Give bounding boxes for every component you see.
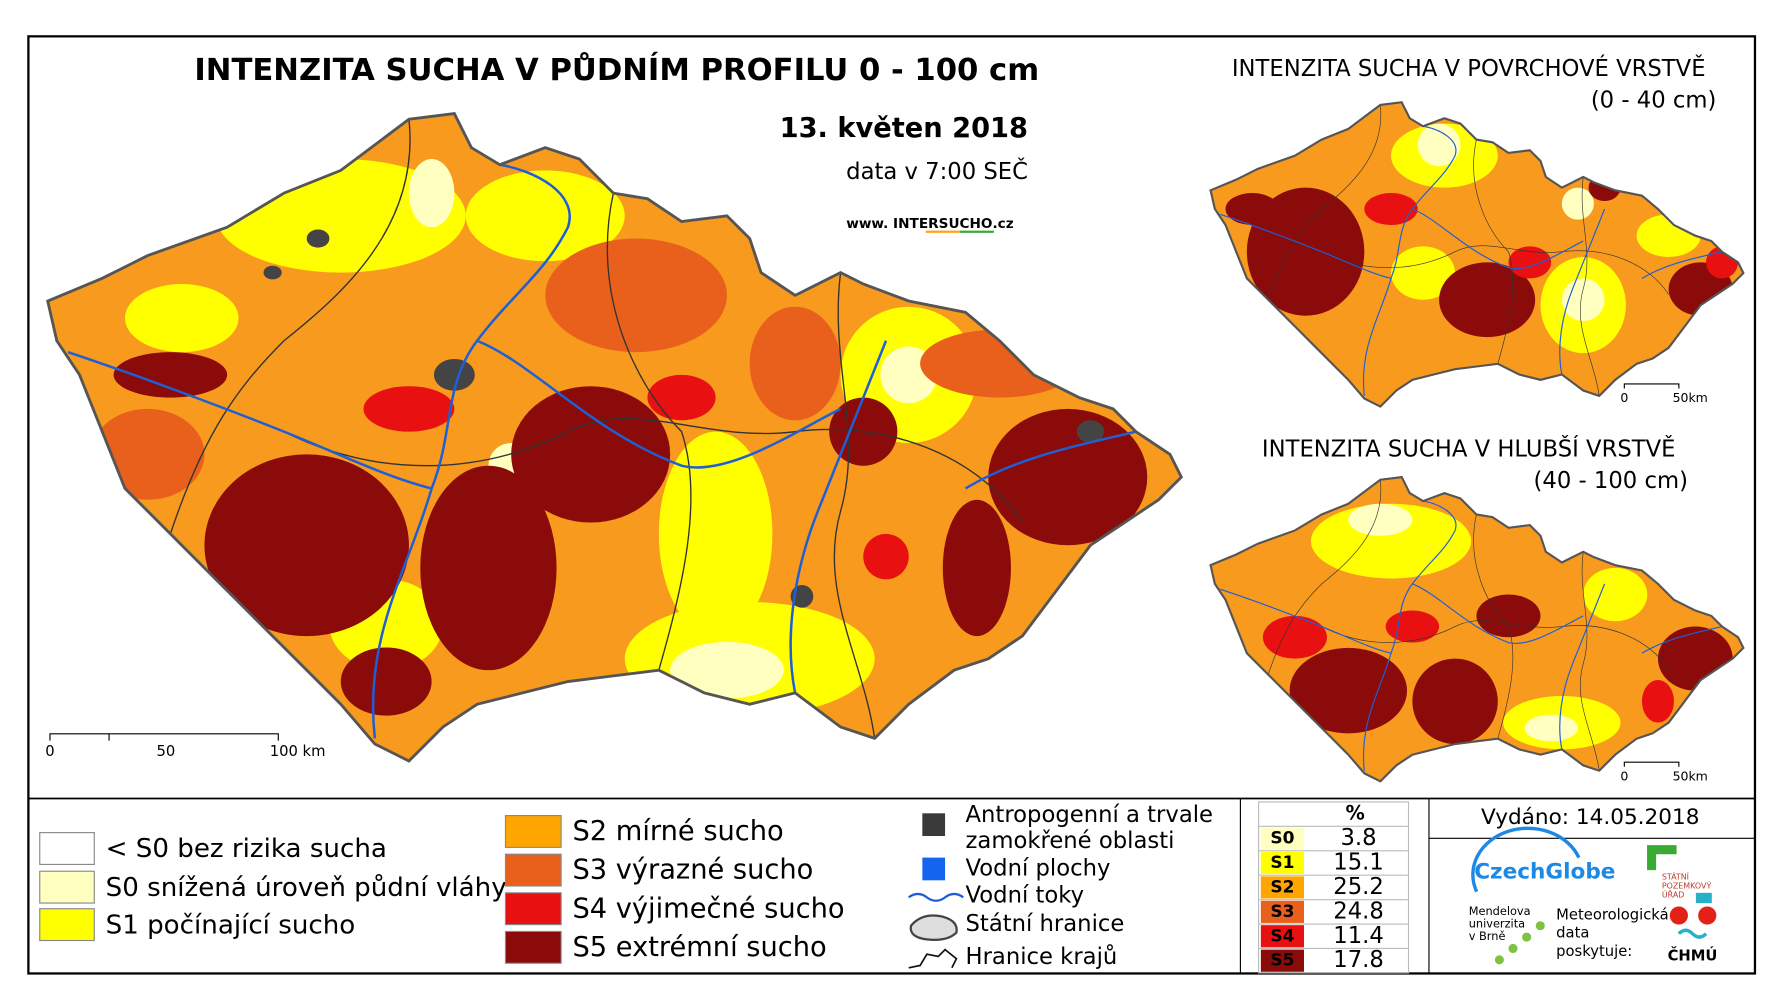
mendel-dots — [1494, 921, 1545, 965]
stats-code-cell — [1260, 876, 1305, 899]
stats-value: 3.8 — [1340, 825, 1376, 851]
water-icon — [922, 857, 946, 881]
url-part: SUCHO — [939, 216, 993, 232]
scale-label: 100 km — [270, 743, 326, 760]
scale-label: 0 — [1620, 390, 1628, 405]
border-icon — [909, 914, 958, 941]
chmi-text: poskytuje: — [1556, 943, 1632, 960]
scale-label: 50km — [1673, 768, 1708, 783]
scale-bar — [1623, 761, 1680, 767]
main-map — [46, 112, 1183, 763]
surface-title: INTENZITA SUCHA V POVRCHOVÉ VRSTVĚ — [1232, 54, 1706, 82]
spu-text: STÁTNÍ — [1662, 870, 1690, 881]
issued: Vydáno: 14.05.2018 — [1481, 805, 1699, 830]
legend-label: S1 počínající sucho — [106, 910, 356, 940]
legend-swatch — [504, 815, 562, 848]
river-icon — [908, 892, 964, 902]
mendel-text: univerzita — [1469, 917, 1525, 931]
main-time: data v 7:00 SEČ — [846, 157, 1028, 185]
deep-subtitle: (40 - 100 cm) — [1534, 468, 1688, 494]
legend-label: S3 výrazné sucho — [572, 855, 813, 886]
legend-swatch — [504, 892, 562, 926]
legend-label: < S0 bez rizika sucha — [106, 834, 387, 864]
stats-code-cell — [1260, 925, 1305, 948]
url: www. INTERSUCHO.cz — [846, 216, 1014, 232]
scale-bar — [1623, 383, 1680, 389]
spu-mark — [1647, 845, 1677, 871]
stats-code-cell — [1260, 851, 1305, 875]
chmu-mark — [1669, 892, 1717, 939]
stats-value: 11.4 — [1333, 923, 1384, 949]
legend-label: S5 extrémní sucho — [572, 932, 826, 963]
legend-label: S4 výjimečné sucho — [572, 893, 844, 924]
url-part: INTER — [893, 216, 939, 232]
legend-swatch — [39, 908, 95, 942]
chmi-text: data — [1556, 925, 1589, 942]
overlay-label: zamokřené oblasti — [966, 828, 1175, 854]
url-part: .cz — [993, 216, 1014, 232]
legend-swatch — [504, 930, 562, 964]
stats-header: % — [1345, 802, 1364, 825]
stats-value: 15.1 — [1333, 849, 1384, 875]
spu-text: POZEMKOVÝ — [1662, 880, 1712, 891]
stats-code: S2 — [1270, 877, 1294, 897]
overlay-label: Státní hranice — [966, 911, 1125, 937]
surface-subtitle: (0 - 40 cm) — [1591, 88, 1717, 114]
overlay-label: Vodní plochy — [966, 855, 1111, 881]
main-date: 13. květen 2018 — [780, 113, 1028, 144]
scale-label: 0 — [1620, 768, 1628, 783]
stats-code: S5 — [1270, 951, 1294, 971]
legend-swatch — [39, 870, 95, 904]
stats-code: S0 — [1270, 829, 1294, 849]
chmu-logo: ČHMÚ — [1668, 946, 1718, 964]
scale-bar — [49, 733, 279, 741]
url-part: www. — [846, 216, 893, 232]
legend-label: S2 mírné sucho — [572, 816, 783, 847]
overlay-label: Vodní toky — [966, 883, 1085, 909]
stats-value: 25.2 — [1333, 874, 1384, 900]
legend-swatch — [39, 832, 95, 865]
main-title: INTENZITA SUCHA V PŮDNÍM PROFILU 0 - 100… — [194, 51, 1039, 88]
spu-text: ÚŘAD — [1662, 889, 1685, 900]
czechglobe-logo: CzechGlobe — [1474, 859, 1615, 884]
stats-code: S4 — [1270, 926, 1294, 946]
stats-code: S1 — [1270, 853, 1294, 873]
anthropogenic-icon — [922, 813, 946, 837]
stats-value: 24.8 — [1333, 898, 1384, 924]
stats-code-cell — [1260, 827, 1305, 850]
region-icon — [908, 948, 958, 969]
legend-label: S0 snížená úroveň půdní vláhy — [106, 873, 507, 903]
stats-code: S3 — [1270, 902, 1294, 922]
stats-value: 17.8 — [1333, 947, 1384, 973]
scale-label: 50 — [156, 743, 175, 760]
scale-label: 0 — [45, 743, 54, 760]
mendel-text: v Brně — [1469, 929, 1506, 943]
stats-table — [1258, 801, 1410, 974]
stats-code-cell — [1260, 900, 1305, 923]
stats-code-cell — [1260, 949, 1305, 972]
legend-swatch — [504, 853, 562, 887]
overlay-label: Hranice krajů — [966, 943, 1118, 970]
scale-label: 50km — [1673, 390, 1708, 405]
czechglobe-arc — [1471, 826, 1581, 893]
mendel-text: Mendelova — [1469, 904, 1531, 918]
deep-title: INTENZITA SUCHA V HLUBŠÍ VRSTVĚ — [1262, 434, 1676, 462]
chmi-text: Meteorologická — [1556, 907, 1668, 924]
overlay-label: Antropogenní a trvale — [966, 802, 1214, 828]
